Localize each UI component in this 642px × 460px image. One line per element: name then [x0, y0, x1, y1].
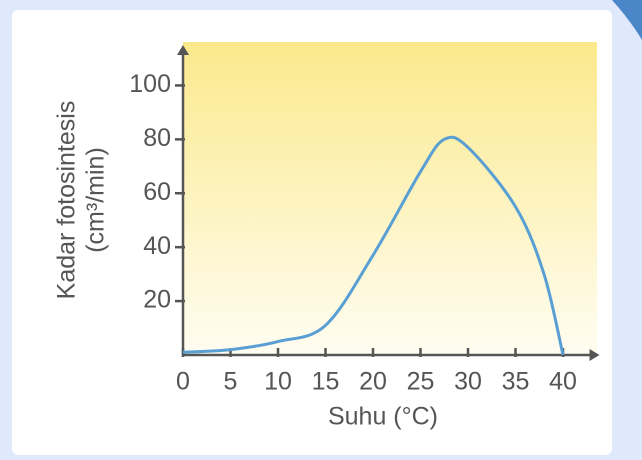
x-tick-label: 10 — [264, 368, 292, 396]
y-axis-label: (cm³/min) — [82, 147, 110, 253]
x-tick-label: 35 — [502, 368, 530, 396]
x-tick-label: 30 — [454, 368, 482, 396]
y-axis-label: Kadar fotosintesis — [53, 101, 81, 300]
x-tick-label: 5 — [224, 368, 238, 396]
y-tick-label: 40 — [143, 232, 171, 260]
x-tick-label: 40 — [549, 368, 577, 396]
x-tick-label: 0 — [176, 368, 190, 396]
plot-area — [183, 42, 597, 355]
y-tick-label: 20 — [143, 286, 171, 314]
y-tick-label: 60 — [143, 178, 171, 206]
y-tick-label: 100 — [129, 70, 171, 98]
screenshot: 20 40 60 80 100 0 5 10 15 20 25 30 35 40 Suhu (°C) Ka… — [0, 0, 642, 455]
x-tick-label: 20 — [359, 368, 387, 396]
x-tick-label: 25 — [407, 368, 435, 396]
x-tick-label: 15 — [312, 368, 340, 396]
y-tick-label: 80 — [143, 124, 171, 152]
x-axis-label: Suhu (°C) — [328, 403, 438, 431]
